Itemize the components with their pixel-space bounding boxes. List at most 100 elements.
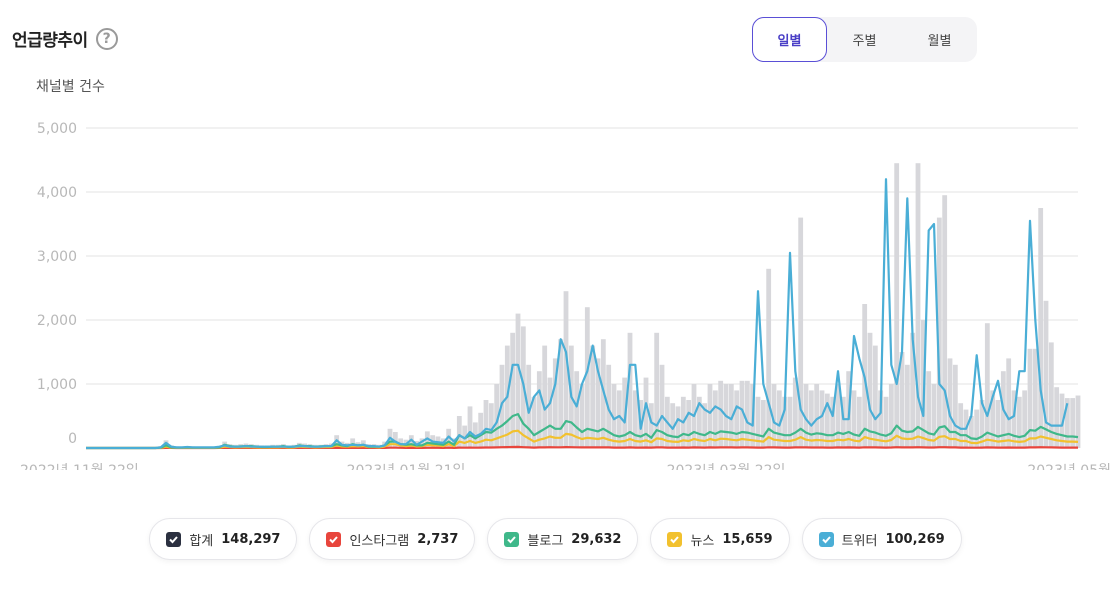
bar-total xyxy=(595,358,601,448)
bar-total xyxy=(990,390,996,448)
x-tick-label: 2023년 05월 xyxy=(1027,463,1111,470)
y-tick-label: 3,000 xyxy=(37,249,77,265)
checkbox-checked-icon xyxy=(166,531,182,547)
y-tick-label: 5,000 xyxy=(37,121,77,137)
bar-total xyxy=(1043,300,1049,448)
bar-total xyxy=(483,400,489,448)
bar-total xyxy=(456,416,462,448)
y-tick-label: 2,000 xyxy=(37,313,77,329)
bar-total xyxy=(776,390,782,448)
checkbox-checked-icon xyxy=(818,531,834,547)
x-tick-label: 2023년 01월 21일 xyxy=(347,463,466,470)
legend-chip-news[interactable]: 뉴스 15,659 xyxy=(650,518,790,560)
bar-total xyxy=(968,416,974,448)
bar-total xyxy=(531,396,537,448)
bar-total xyxy=(952,364,958,448)
bar-total xyxy=(611,384,617,448)
bar-total xyxy=(654,332,660,448)
legend-value: 148,297 xyxy=(221,531,281,547)
bar-total xyxy=(851,390,857,448)
bar-total xyxy=(446,428,452,448)
x-tick-label: 2023년 03월 22일 xyxy=(667,463,786,470)
bar-total xyxy=(1027,348,1033,448)
bar-total xyxy=(558,339,564,448)
bar-total xyxy=(995,400,1001,448)
mention-trend-chart: 채널별 건수 0 1,000 2,000 3,000 4,000 5,000 2022년 11… xyxy=(20,79,1111,470)
legend-chip-twitter[interactable]: 트위터 100,269 xyxy=(801,518,962,560)
bar-total xyxy=(392,432,398,448)
bar-total xyxy=(931,384,937,448)
legend-value: 29,632 xyxy=(571,531,622,547)
bar-total xyxy=(798,217,804,448)
bar-total xyxy=(574,371,580,448)
bar-total xyxy=(675,406,681,448)
bar-total xyxy=(579,384,585,448)
legend-value: 15,659 xyxy=(722,531,773,547)
bar-total xyxy=(515,313,521,448)
bar-total xyxy=(536,371,542,448)
bar-total xyxy=(787,396,793,448)
bar-total xyxy=(1032,348,1038,448)
bar-total xyxy=(643,377,649,448)
help-symbol: ? xyxy=(102,30,111,47)
bar-total xyxy=(696,396,702,448)
bar-total xyxy=(936,217,942,448)
bar-total xyxy=(552,358,558,448)
checkbox-checked-icon xyxy=(667,531,683,547)
tab-daily[interactable]: 일별 xyxy=(752,17,827,62)
bar-total xyxy=(494,384,500,448)
bar-total xyxy=(632,390,638,448)
bar-total xyxy=(616,390,622,448)
legend-chip-blog[interactable]: 블로그 29,632 xyxy=(487,518,639,560)
x-tick-label: 2022년 11월 22일 xyxy=(20,463,139,470)
bar-total xyxy=(766,268,772,448)
bar-total xyxy=(1048,342,1054,448)
bar-total xyxy=(702,403,708,448)
bar-total xyxy=(872,345,878,448)
chart-title: 채널별 건수 xyxy=(36,79,105,95)
legend-name: 블로그 xyxy=(527,533,564,549)
bar-total xyxy=(1011,390,1017,448)
bar-total xyxy=(1070,398,1076,448)
legend-value: 100,269 xyxy=(885,531,945,547)
checkbox-checked-icon xyxy=(326,531,342,547)
legend-name: 트위터 xyxy=(841,533,878,549)
bar-total xyxy=(979,400,985,448)
legend: 합계 148,297 인스타그램 2,737 블로그 29,632 뉴스 15,… xyxy=(0,518,1111,560)
help-icon[interactable]: ? xyxy=(95,27,118,50)
bar-total xyxy=(755,396,761,448)
tab-weekly[interactable]: 주별 xyxy=(852,34,877,49)
bar-total xyxy=(728,384,734,448)
bar-total xyxy=(1075,395,1081,448)
bar-total xyxy=(670,403,676,448)
bar-total xyxy=(840,396,846,448)
bar-total xyxy=(467,406,473,448)
bar-total xyxy=(894,163,900,448)
bar-total xyxy=(712,390,718,448)
bar-total xyxy=(408,435,414,448)
bar-total xyxy=(888,384,894,448)
bar-total xyxy=(563,291,569,448)
bar-total xyxy=(478,412,484,448)
chart-header: 언급량추이 ? xyxy=(12,26,118,51)
bar-total xyxy=(488,403,494,448)
legend-chip-instagram[interactable]: 인스타그램 2,737 xyxy=(309,518,476,560)
tab-monthly[interactable]: 월별 xyxy=(927,34,952,49)
y-tick-label: 4,000 xyxy=(37,185,77,201)
bar-total xyxy=(1006,358,1012,448)
bar-total xyxy=(958,403,964,448)
bar-total xyxy=(526,364,532,448)
y-tick-label: 1,000 xyxy=(37,377,77,393)
bar-total xyxy=(856,396,862,448)
checkbox-checked-icon xyxy=(504,531,520,547)
bar-total xyxy=(904,364,910,448)
bar-total xyxy=(734,390,740,448)
legend-value: 2,737 xyxy=(417,531,459,547)
bar-total xyxy=(1038,208,1044,448)
bar-total xyxy=(910,332,916,448)
bar-total xyxy=(627,332,633,448)
bar-total xyxy=(1016,396,1022,448)
bar-total xyxy=(542,345,548,448)
legend-chip-total[interactable]: 합계 148,297 xyxy=(149,518,298,560)
bar-total xyxy=(760,400,766,448)
